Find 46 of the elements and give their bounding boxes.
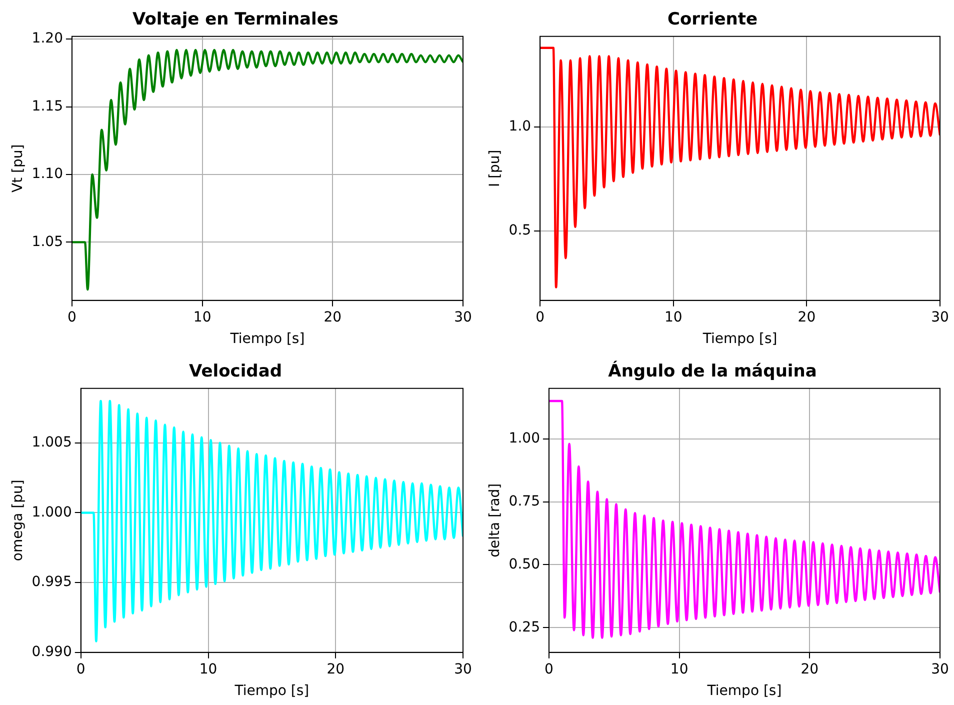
y-tick-label: 1.00 [508,430,540,446]
y-axis-title: delta [rad] [487,483,504,558]
line-series [540,46,940,288]
x-tick-label: 10 [193,309,212,326]
y-tick-label: 0.5 [508,222,532,239]
x-axis-title: Tiempo [s] [234,683,310,700]
x-tick-label: 0 [544,661,554,678]
x-tick-label: 30 [931,309,949,326]
y-axis-title: I [pu] [487,150,504,188]
x-tick-label: 30 [454,309,472,326]
x-axis-title: Tiempo [s] [229,331,305,348]
x-tick-label: 0 [68,309,76,326]
y-tick-label: 0.995 [32,574,72,590]
y-tick-label: 1.10 [32,166,63,182]
x-tick-label: 20 [800,661,819,678]
chart-title: Voltaje en Terminales [132,10,339,30]
x-tick-label: 0 [536,309,545,326]
y-tick-label: 1.05 [32,234,63,250]
y-tick-label: 1.20 [32,30,63,47]
y-axis-title: Vt [pu] [10,144,26,192]
x-tick-label: 20 [798,309,816,326]
y-tick-label: 1.000 [32,504,72,520]
chart-title: Velocidad [189,362,282,382]
x-tick-label: 30 [931,661,949,678]
x-tick-label: 0 [76,661,86,678]
x-tick-label: 20 [326,661,345,678]
line-series [72,48,463,291]
y-tick-label: 0.50 [508,556,540,572]
line-series [548,400,940,639]
y-tick-label: 0.990 [32,644,72,660]
x-axis-title: Tiempo [s] [702,331,778,348]
x-axis-title: Tiempo [s] [706,683,782,700]
y-tick-label: 0.75 [508,493,540,510]
chart-title: Corriente [667,10,758,30]
x-tick-label: 30 [454,661,472,678]
y-tick-label: 1.15 [32,98,63,114]
x-tick-label: 10 [199,661,218,678]
y-tick-label: 1.005 [32,434,72,451]
x-tick-label: 20 [324,309,342,326]
x-tick-label: 10 [664,309,682,326]
x-tick-label: 10 [670,661,688,678]
y-tick-label: 1.0 [508,118,532,135]
y-axis-title: omega [pu] [10,480,26,562]
line-series [80,400,463,642]
y-tick-label: 0.25 [508,619,540,636]
chart-title: Ángulo de la máquina [608,360,817,382]
